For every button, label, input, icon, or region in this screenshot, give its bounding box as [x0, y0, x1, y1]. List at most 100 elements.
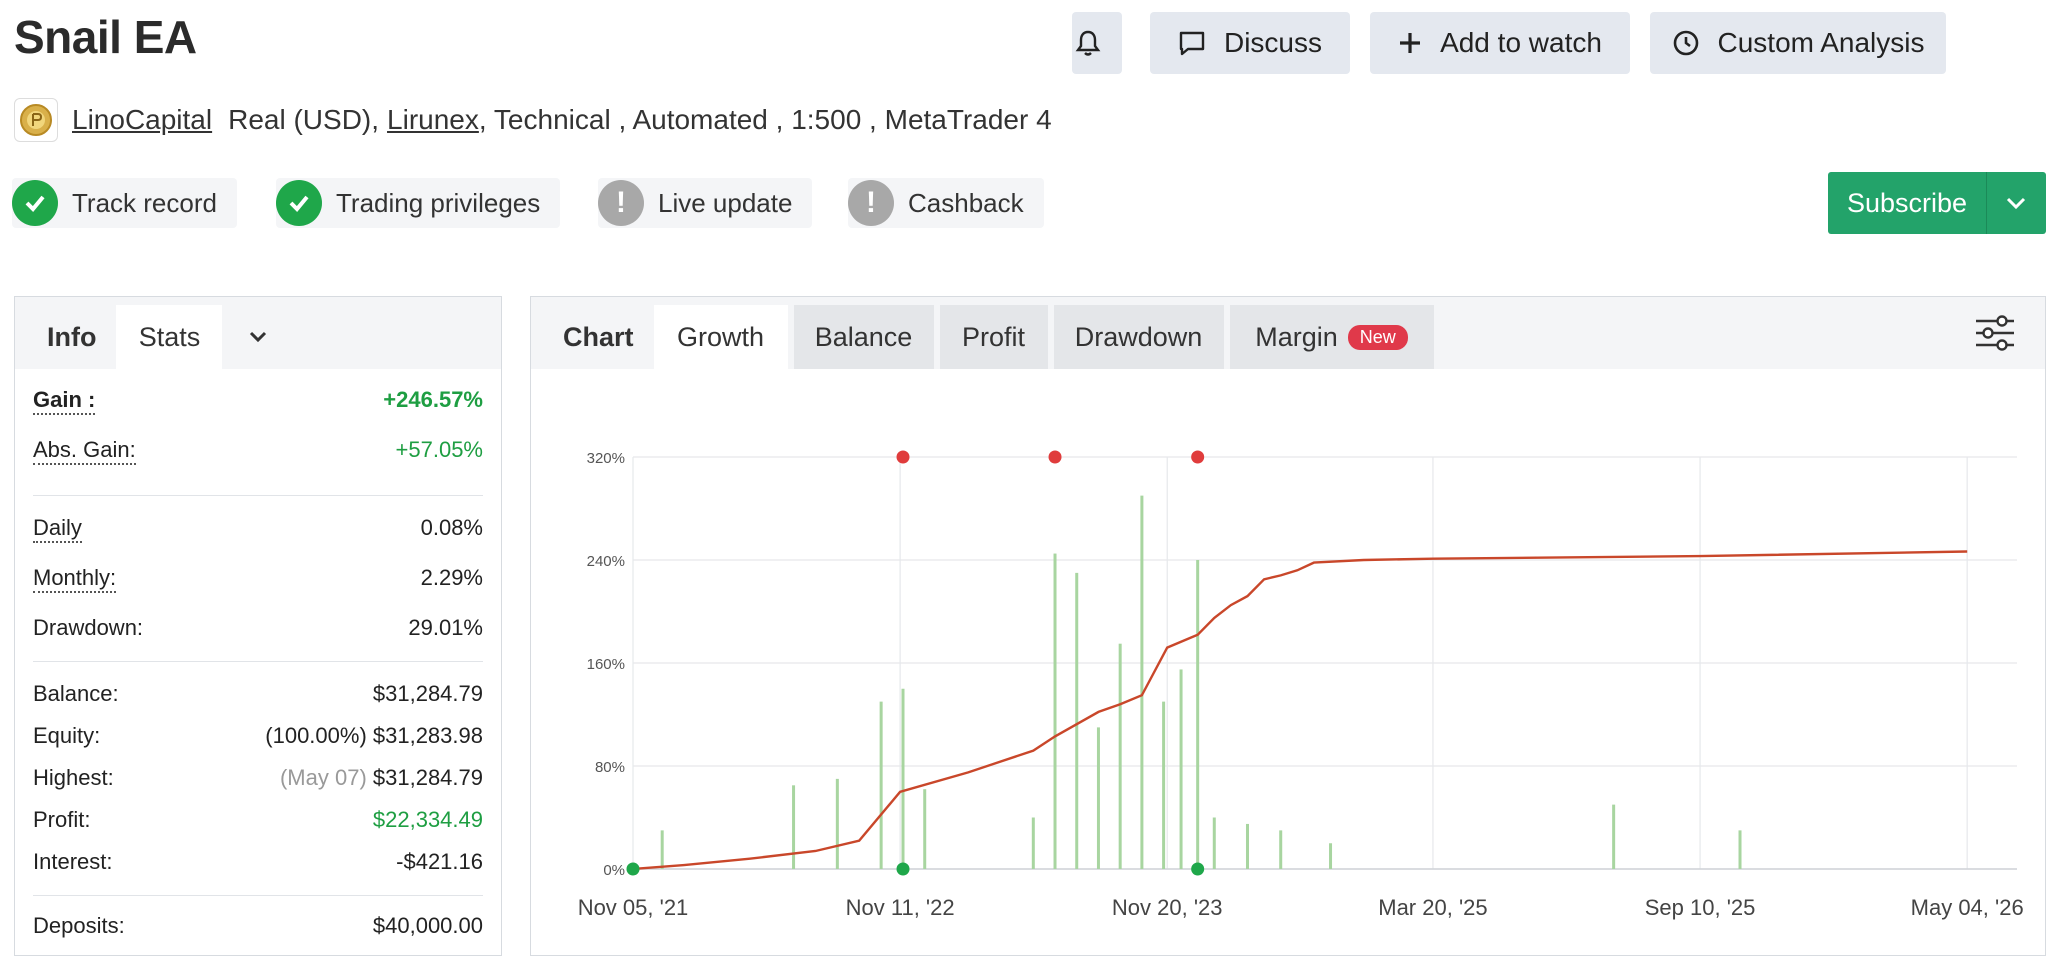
stat-value: 2.29% [420, 565, 483, 590]
discuss-button[interactable]: Discuss [1150, 12, 1350, 74]
badge-label: Track record [72, 187, 217, 218]
x-tick-label: Sep 10, '25 [1645, 895, 1756, 920]
stat-value: $40,000.00 [372, 913, 483, 938]
stat-label[interactable]: Abs. Gain: [33, 437, 136, 465]
clock-icon [1672, 29, 1718, 57]
add-to-watch-button[interactable]: Add to watch [1370, 12, 1630, 74]
stat-profit: Profit: $22,334.49 [33, 807, 483, 833]
daily-bar [1738, 830, 1742, 869]
divider [33, 661, 483, 662]
exclamation-icon: ! [848, 180, 894, 226]
stat-value: $31,284.79 [372, 681, 483, 706]
subscribe-label: Subscribe [1846, 187, 1968, 218]
tab-margin[interactable]: Margin New [1229, 305, 1434, 369]
x-tick-label: May 04, '26 [1911, 895, 2024, 920]
check-icon [276, 180, 322, 226]
chevron-down-icon[interactable] [1986, 172, 2045, 234]
stat-value: +57.05% [395, 437, 483, 462]
bell-icon [1075, 29, 1119, 57]
tab-growth[interactable]: Growth [653, 305, 788, 369]
y-tick-label: 80% [595, 759, 625, 776]
stat-value: 29.01% [408, 615, 483, 640]
stats-panel: Info Stats Gain : +246.57% Abs. Gain: +5… [14, 296, 502, 956]
divider [33, 895, 483, 896]
growth-chart[interactable]: 0% 80% 160% 240% 320% Nov 05, '21 Nov 11, '22 N… [531, 375, 2045, 955]
y-tick-label: 160% [587, 656, 625, 673]
y-tick-label: 0% [603, 862, 625, 879]
daily-bar [1075, 572, 1079, 869]
daily-bar [1196, 560, 1200, 869]
notification-bell-button[interactable] [1072, 12, 1122, 74]
stat-label: Equity: [33, 723, 101, 748]
daily-bar [660, 830, 664, 869]
page-title: Snail EA [14, 11, 197, 63]
plus-icon [1398, 31, 1440, 55]
stat-daily: Daily 0.08% [33, 515, 483, 543]
stat-highest: Highest: (May 07) $31,284.79 [33, 765, 483, 791]
event-marker-red [896, 450, 910, 464]
daily-bar [1140, 495, 1144, 869]
tab-stats[interactable]: Stats [116, 305, 223, 369]
daily-bar [1162, 701, 1166, 869]
growth-line [632, 550, 1968, 871]
system-meta: LinoCapital Real (USD), Lirunex , Techni… [14, 96, 1052, 144]
chart-panel: Chart Growth Balance Profit Drawdown Mar… [530, 296, 2046, 956]
stat-label[interactable]: Daily [33, 515, 82, 543]
stat-value: -$421.16 [396, 849, 483, 874]
x-tick-label: Nov 11, '22 [846, 895, 955, 920]
y-tick-label: 240% [587, 553, 625, 570]
x-tick-label: Nov 20, '23 [1112, 895, 1223, 920]
chart-settings-button[interactable] [1973, 311, 2017, 355]
badge-trading-privileges[interactable]: Trading privileges [276, 178, 561, 228]
daily-bar [923, 789, 927, 869]
add-to-watch-label: Add to watch [1440, 27, 1602, 58]
daily-bar [1053, 553, 1057, 869]
speech-bubble-icon [1178, 29, 1224, 57]
stat-value: $31,284.79 [372, 765, 483, 790]
daily-bar [1212, 817, 1216, 869]
chevron-down-icon [248, 330, 268, 344]
stat-drawdown: Drawdown: 29.01% [33, 615, 483, 641]
stat-label[interactable]: Gain : [33, 387, 96, 415]
daily-bar [879, 701, 883, 869]
owner-link[interactable]: LinoCapital [72, 104, 213, 135]
tab-info[interactable]: Info [47, 321, 97, 352]
stat-monthly: Monthly: 2.29% [33, 565, 483, 593]
tab-profit[interactable]: Profit [939, 305, 1048, 369]
daily-bar [1329, 843, 1333, 869]
check-icon [12, 180, 58, 226]
stat-label: Profit: [33, 807, 91, 832]
daily-bar [1096, 727, 1100, 869]
badge-live-update[interactable]: ! Live update [598, 178, 813, 228]
stats-tabbar: Info Stats [15, 297, 501, 369]
custom-analysis-button[interactable]: Custom Analysis [1650, 12, 1946, 74]
daily-bar [1118, 643, 1122, 869]
event-marker-red [1048, 450, 1062, 464]
stat-equity: Equity: (100.00%) $31,283.98 [33, 723, 483, 749]
tab-drawdown[interactable]: Drawdown [1053, 305, 1224, 369]
stat-label: Highest: [33, 765, 114, 790]
new-badge: New [1347, 324, 1408, 350]
event-marker-red [1191, 450, 1205, 464]
event-marker-green [1191, 862, 1205, 876]
system-details: , Technical , Automated , 1:500 , MetaTr… [478, 104, 1052, 135]
chart-tabbar: Chart Growth Balance Profit Drawdown Mar… [531, 297, 2045, 369]
stat-value: (100.00%) $31,283.98 [265, 723, 483, 748]
subscribe-button[interactable]: Subscribe [1828, 172, 2046, 234]
event-marker-green [896, 862, 910, 876]
tab-chart[interactable]: Chart [563, 321, 634, 352]
badge-track-record[interactable]: Track record [12, 178, 237, 228]
daily-bar [1031, 817, 1035, 869]
stat-deposits: Deposits: $40,000.00 [33, 913, 483, 939]
stat-label[interactable]: Monthly: [33, 565, 117, 593]
badge-cashback[interactable]: ! Cashback [848, 178, 1044, 228]
y-tick-label: 320% [587, 450, 625, 467]
broker-link[interactable]: Lirunex [387, 104, 479, 135]
x-tick-label: Nov 05, '21 [578, 895, 689, 920]
owner-logo-icon [14, 98, 58, 142]
tabs-more-button[interactable] [232, 305, 284, 369]
stat-label: Drawdown: [33, 615, 144, 640]
daily-bar [1612, 804, 1616, 869]
event-marker-green [626, 862, 640, 876]
tab-balance[interactable]: Balance [793, 305, 934, 369]
